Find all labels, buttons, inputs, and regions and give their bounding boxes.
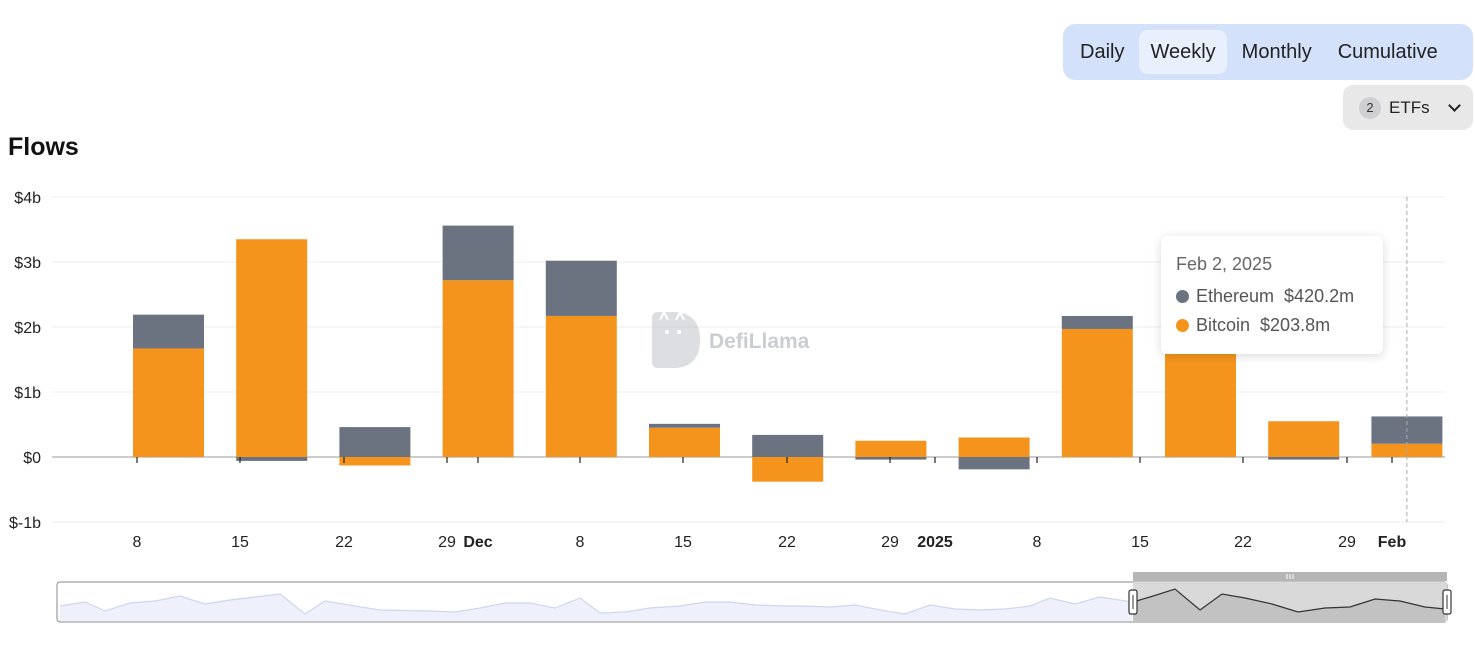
overview-area bbox=[60, 594, 1132, 621]
tooltip-row-ethereum: Ethereum $420.2m bbox=[1176, 282, 1383, 311]
tooltip-row-bitcoin: Bitcoin $203.8m bbox=[1176, 311, 1383, 340]
watermark: DefiLlama bbox=[652, 309, 810, 368]
bars-layer bbox=[133, 225, 1443, 482]
bar-ethereum[interactable] bbox=[855, 457, 927, 460]
y-tick-label: $0 bbox=[23, 450, 41, 467]
tab-cumulative[interactable]: Cumulative bbox=[1337, 40, 1438, 63]
x-tick-label: 29 bbox=[881, 534, 899, 551]
x-tick-label: 22 bbox=[1234, 534, 1252, 551]
bar-ethereum[interactable] bbox=[339, 427, 411, 457]
bar-ethereum[interactable] bbox=[133, 314, 204, 349]
x-tick-label: 2025 bbox=[917, 534, 953, 551]
bar-ethereum[interactable] bbox=[236, 457, 308, 461]
y-tick-label: $-1b bbox=[9, 515, 41, 532]
x-tick-label: 15 bbox=[674, 534, 692, 551]
bar-bitcoin[interactable] bbox=[339, 457, 411, 466]
ethereum-dot-icon bbox=[1176, 290, 1189, 303]
bar-ethereum[interactable] bbox=[649, 423, 720, 428]
bar-bitcoin[interactable] bbox=[1268, 421, 1340, 457]
x-tick-label: 15 bbox=[1131, 534, 1149, 551]
bar-bitcoin[interactable] bbox=[752, 457, 824, 482]
section-title: Flows bbox=[8, 133, 79, 161]
etf-count-badge: 2 bbox=[1359, 96, 1381, 119]
tooltip-series-name: Ethereum bbox=[1196, 286, 1275, 306]
bar-bitcoin[interactable] bbox=[958, 437, 1030, 458]
chart-tooltip: Feb 2, 2025 Ethereum $420.2m Bitcoin $20… bbox=[1161, 236, 1383, 354]
y-tick-label: $1b bbox=[14, 385, 41, 402]
x-tick-label: Dec bbox=[463, 534, 492, 551]
x-tick-label: 22 bbox=[778, 534, 796, 551]
x-tick-label: 22 bbox=[335, 534, 353, 551]
tooltip-date: Feb 2, 2025 bbox=[1176, 254, 1273, 274]
bitcoin-dot-icon bbox=[1176, 319, 1189, 332]
axis-layer: $-1b $0 $1b $2b $3b $4b 8 15 22 29 Dec 8 15 22 29 2025 8… bbox=[9, 190, 1408, 551]
bar-ethereum[interactable] bbox=[442, 225, 514, 281]
bar-ethereum[interactable] bbox=[545, 260, 617, 316]
bar-ethereum[interactable] bbox=[958, 457, 1030, 470]
etf-filter-label: ETFs bbox=[1389, 97, 1430, 117]
x-tick-label: 15 bbox=[231, 534, 249, 551]
etf-filter-button[interactable]: 2 ETFs bbox=[1343, 85, 1473, 130]
x-tick-label: 29 bbox=[438, 534, 456, 551]
bar-bitcoin[interactable] bbox=[133, 348, 204, 457]
bar-ethereum[interactable] bbox=[1268, 457, 1340, 460]
tooltip-series-value: $203.8m bbox=[1260, 315, 1331, 335]
bar-bitcoin[interactable] bbox=[855, 440, 927, 457]
overview-selection-line bbox=[1132, 588, 1446, 613]
bar-bitcoin[interactable] bbox=[545, 315, 617, 457]
tab-monthly[interactable]: Monthly bbox=[1241, 40, 1312, 63]
x-tick-label: 29 bbox=[1338, 534, 1356, 551]
range-overview[interactable] bbox=[56, 572, 1452, 623]
bar-ethereum[interactable] bbox=[752, 434, 824, 457]
x-tick-label: Feb bbox=[1378, 534, 1407, 551]
overview-selection-area bbox=[1133, 589, 1445, 622]
overview-line bbox=[59, 593, 1133, 615]
tooltip-series-name: Bitcoin bbox=[1196, 315, 1251, 335]
watermark-text: DefiLlama bbox=[709, 330, 810, 353]
bar-bitcoin[interactable] bbox=[236, 239, 308, 457]
tooltip-series-value: $420.2m bbox=[1284, 286, 1355, 306]
y-tick-label: $4b bbox=[14, 190, 41, 207]
tab-weekly[interactable]: Weekly bbox=[1139, 30, 1227, 74]
y-tick-label: $2b bbox=[14, 320, 41, 337]
tab-daily[interactable]: Daily bbox=[1080, 40, 1125, 63]
bar-bitcoin[interactable] bbox=[1165, 341, 1236, 457]
llama-logo-icon bbox=[652, 309, 700, 368]
x-tick-label: 8 bbox=[133, 534, 142, 551]
bar-ethereum[interactable] bbox=[1061, 315, 1133, 329]
x-tick-label: 8 bbox=[576, 534, 585, 551]
bar-bitcoin[interactable] bbox=[442, 280, 514, 457]
view-mode-tabs: Daily Weekly Monthly Cumulative bbox=[1063, 24, 1473, 80]
bar-bitcoin[interactable] bbox=[649, 427, 720, 457]
x-tick-label: 8 bbox=[1033, 534, 1042, 551]
bar-bitcoin[interactable] bbox=[1061, 328, 1133, 457]
y-tick-label: $3b bbox=[14, 255, 41, 272]
